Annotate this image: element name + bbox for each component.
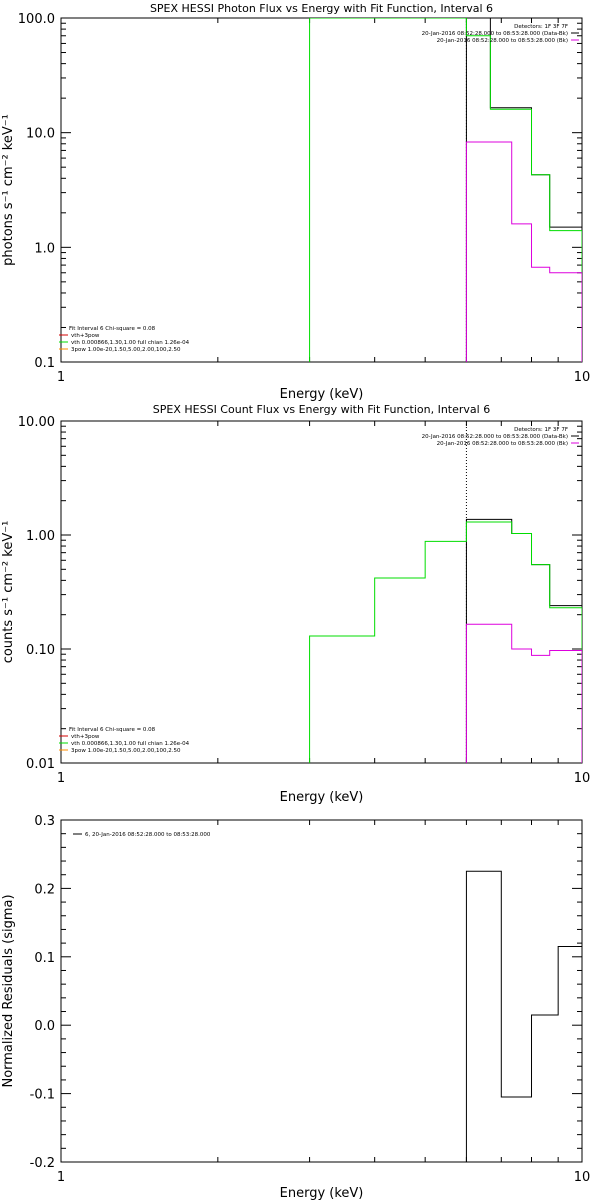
y-tick-label: 0.01 — [26, 757, 55, 772]
x-tick-label: 1 — [57, 370, 65, 385]
series-line-2 — [465, 623, 582, 763]
header-text: 20-Jan-2016 08:52:28.000 to 08:53:28.000… — [422, 434, 568, 440]
x-tick-label: 10 — [574, 370, 591, 385]
series-line-1 — [309, 18, 582, 362]
y-tick-label: 0.0 — [34, 1019, 55, 1034]
y-tick-label: -0.1 — [30, 1088, 55, 1103]
header-text: 20-Jan-2016 08:52:28.000 to 08:53:28.000… — [437, 441, 568, 447]
header-text: 20-Jan-2016 08:52:28.000 to 08:53:28.000… — [437, 38, 568, 44]
legend-entry: vth+3pow — [71, 734, 100, 740]
header-text: 20-Jan-2016 08:52:28.000 to 08:53:28.000… — [422, 31, 568, 37]
x-tick-label: 1 — [57, 1170, 65, 1185]
plot-frame — [60, 17, 583, 363]
y-tick-label: 100.0 — [18, 12, 55, 27]
legend-entry: vth 0.000866,1.30,1.00 full chian 1.26e-… — [71, 340, 190, 346]
y-tick-label: 0.1 — [34, 356, 55, 371]
y-tick-label: 0.3 — [34, 814, 55, 829]
legend-entry: vth 0.000866,1.30,1.00 full chian 1.26e-… — [71, 741, 190, 747]
legend-entry: 6, 20-Jan-2016 08:52:28.000 to 08:53:28.… — [85, 832, 211, 838]
y-tick-label: 10.0 — [26, 127, 55, 142]
series-line-1 — [309, 521, 582, 763]
legend-entry: Fit Interval 6 Chi-square = 0.08 — [69, 727, 156, 733]
plot-frame — [60, 420, 583, 764]
legend-entry: 3pow 1.00e-20,1.50,5.00,2.00,100,2.50 — [71, 748, 181, 754]
series-line-0 — [465, 870, 582, 1162]
legend-entry: vth+3pow — [71, 333, 100, 339]
chart-title: SPEX HESSI Photon Flux vs Energy with Fi… — [150, 2, 493, 15]
series-line-0 — [465, 18, 582, 362]
y-tick-label: 10.00 — [18, 415, 55, 430]
x-tick-label: 10 — [574, 771, 591, 786]
y-tick-label: 0.10 — [26, 643, 55, 658]
y-tick-label: 0.1 — [34, 951, 55, 966]
header-text: Detectors: 1F 3F 7F — [514, 24, 568, 30]
y-tick-label: 1.00 — [26, 529, 55, 544]
y-tick-label: -0.2 — [30, 1156, 55, 1171]
x-tick-label: 1 — [57, 771, 65, 786]
y-axis-label: photons s⁻¹ cm⁻² keV⁻¹ — [1, 114, 16, 266]
y-axis-label: Normalized Residuals (sigma) — [1, 894, 16, 1087]
x-axis-label: Energy (keV) — [280, 790, 364, 805]
x-tick-label: 10 — [574, 1170, 591, 1185]
series-line-0 — [465, 518, 582, 763]
x-axis-label: Energy (keV) — [280, 1186, 364, 1200]
header-text: Detectors: 1F 3F 7F — [514, 427, 568, 433]
y-axis-label: counts s⁻¹ cm⁻² keV⁻¹ — [1, 521, 16, 664]
series-line-2 — [465, 141, 582, 362]
y-tick-label: 0.2 — [34, 882, 55, 897]
x-axis-label: Energy (keV) — [280, 387, 364, 402]
chart-title: SPEX HESSI Count Flux vs Energy with Fit… — [153, 403, 490, 416]
plot-frame — [60, 819, 583, 1163]
legend-entry: 3pow 1.00e-20,1.50,5.00,2.00,100,2.50 — [71, 347, 181, 353]
y-tick-label: 1.0 — [34, 241, 55, 256]
legend-entry: Fit Interval 6 Chi-square = 0.08 — [69, 326, 156, 332]
